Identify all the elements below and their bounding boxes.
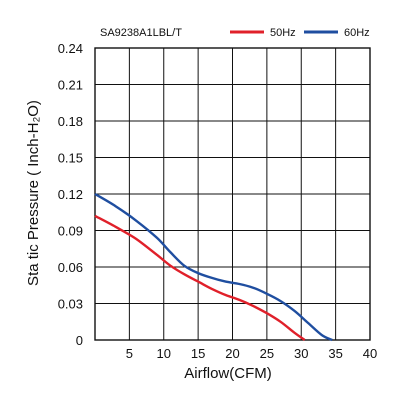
x-tick-label: 25 bbox=[260, 346, 274, 361]
x-tick-label: 10 bbox=[157, 346, 171, 361]
y-tick-label: 0.21 bbox=[58, 78, 83, 93]
chart-grid bbox=[94, 47, 371, 341]
chart-title: SA9238A1LBL/T bbox=[100, 27, 182, 39]
chart-legend: 50Hz 60Hz bbox=[230, 27, 370, 39]
y-tick-label: 0.12 bbox=[58, 187, 83, 202]
y-tick-label: 0.24 bbox=[58, 41, 83, 56]
series-line-60hz bbox=[94, 192, 333, 342]
y-tick-label: 0.18 bbox=[58, 114, 83, 129]
x-tick-label: 30 bbox=[294, 346, 308, 361]
x-tick-label: 20 bbox=[225, 346, 239, 361]
legend-label-60hz: 60Hz bbox=[344, 27, 370, 39]
x-axis-label: Airflow(CFM) bbox=[184, 365, 272, 382]
series-line-50hz bbox=[94, 214, 306, 341]
x-tick-label: 40 bbox=[363, 346, 377, 361]
y-axis-label: Sta tic Pressure ( Inch-H₂O) bbox=[25, 100, 42, 286]
y-tick-label: 0 bbox=[76, 333, 83, 348]
chart-series-group bbox=[94, 192, 333, 342]
x-tick-label: 15 bbox=[191, 346, 205, 361]
legend-label-50hz: 50Hz bbox=[270, 27, 296, 39]
y-tick-label: 0.03 bbox=[58, 297, 83, 312]
y-tick-label: 0.09 bbox=[58, 224, 83, 239]
y-tick-label: 0.15 bbox=[58, 151, 83, 166]
x-tick-label: 35 bbox=[328, 346, 342, 361]
y-tick-label: 0.06 bbox=[58, 260, 83, 275]
x-tick-label: 5 bbox=[126, 346, 133, 361]
chart-ticks: 5 10 15 20 25 30 35 40 0 0.03 0.06 0.09 0.12 0.15 0.18… bbox=[58, 41, 378, 361]
